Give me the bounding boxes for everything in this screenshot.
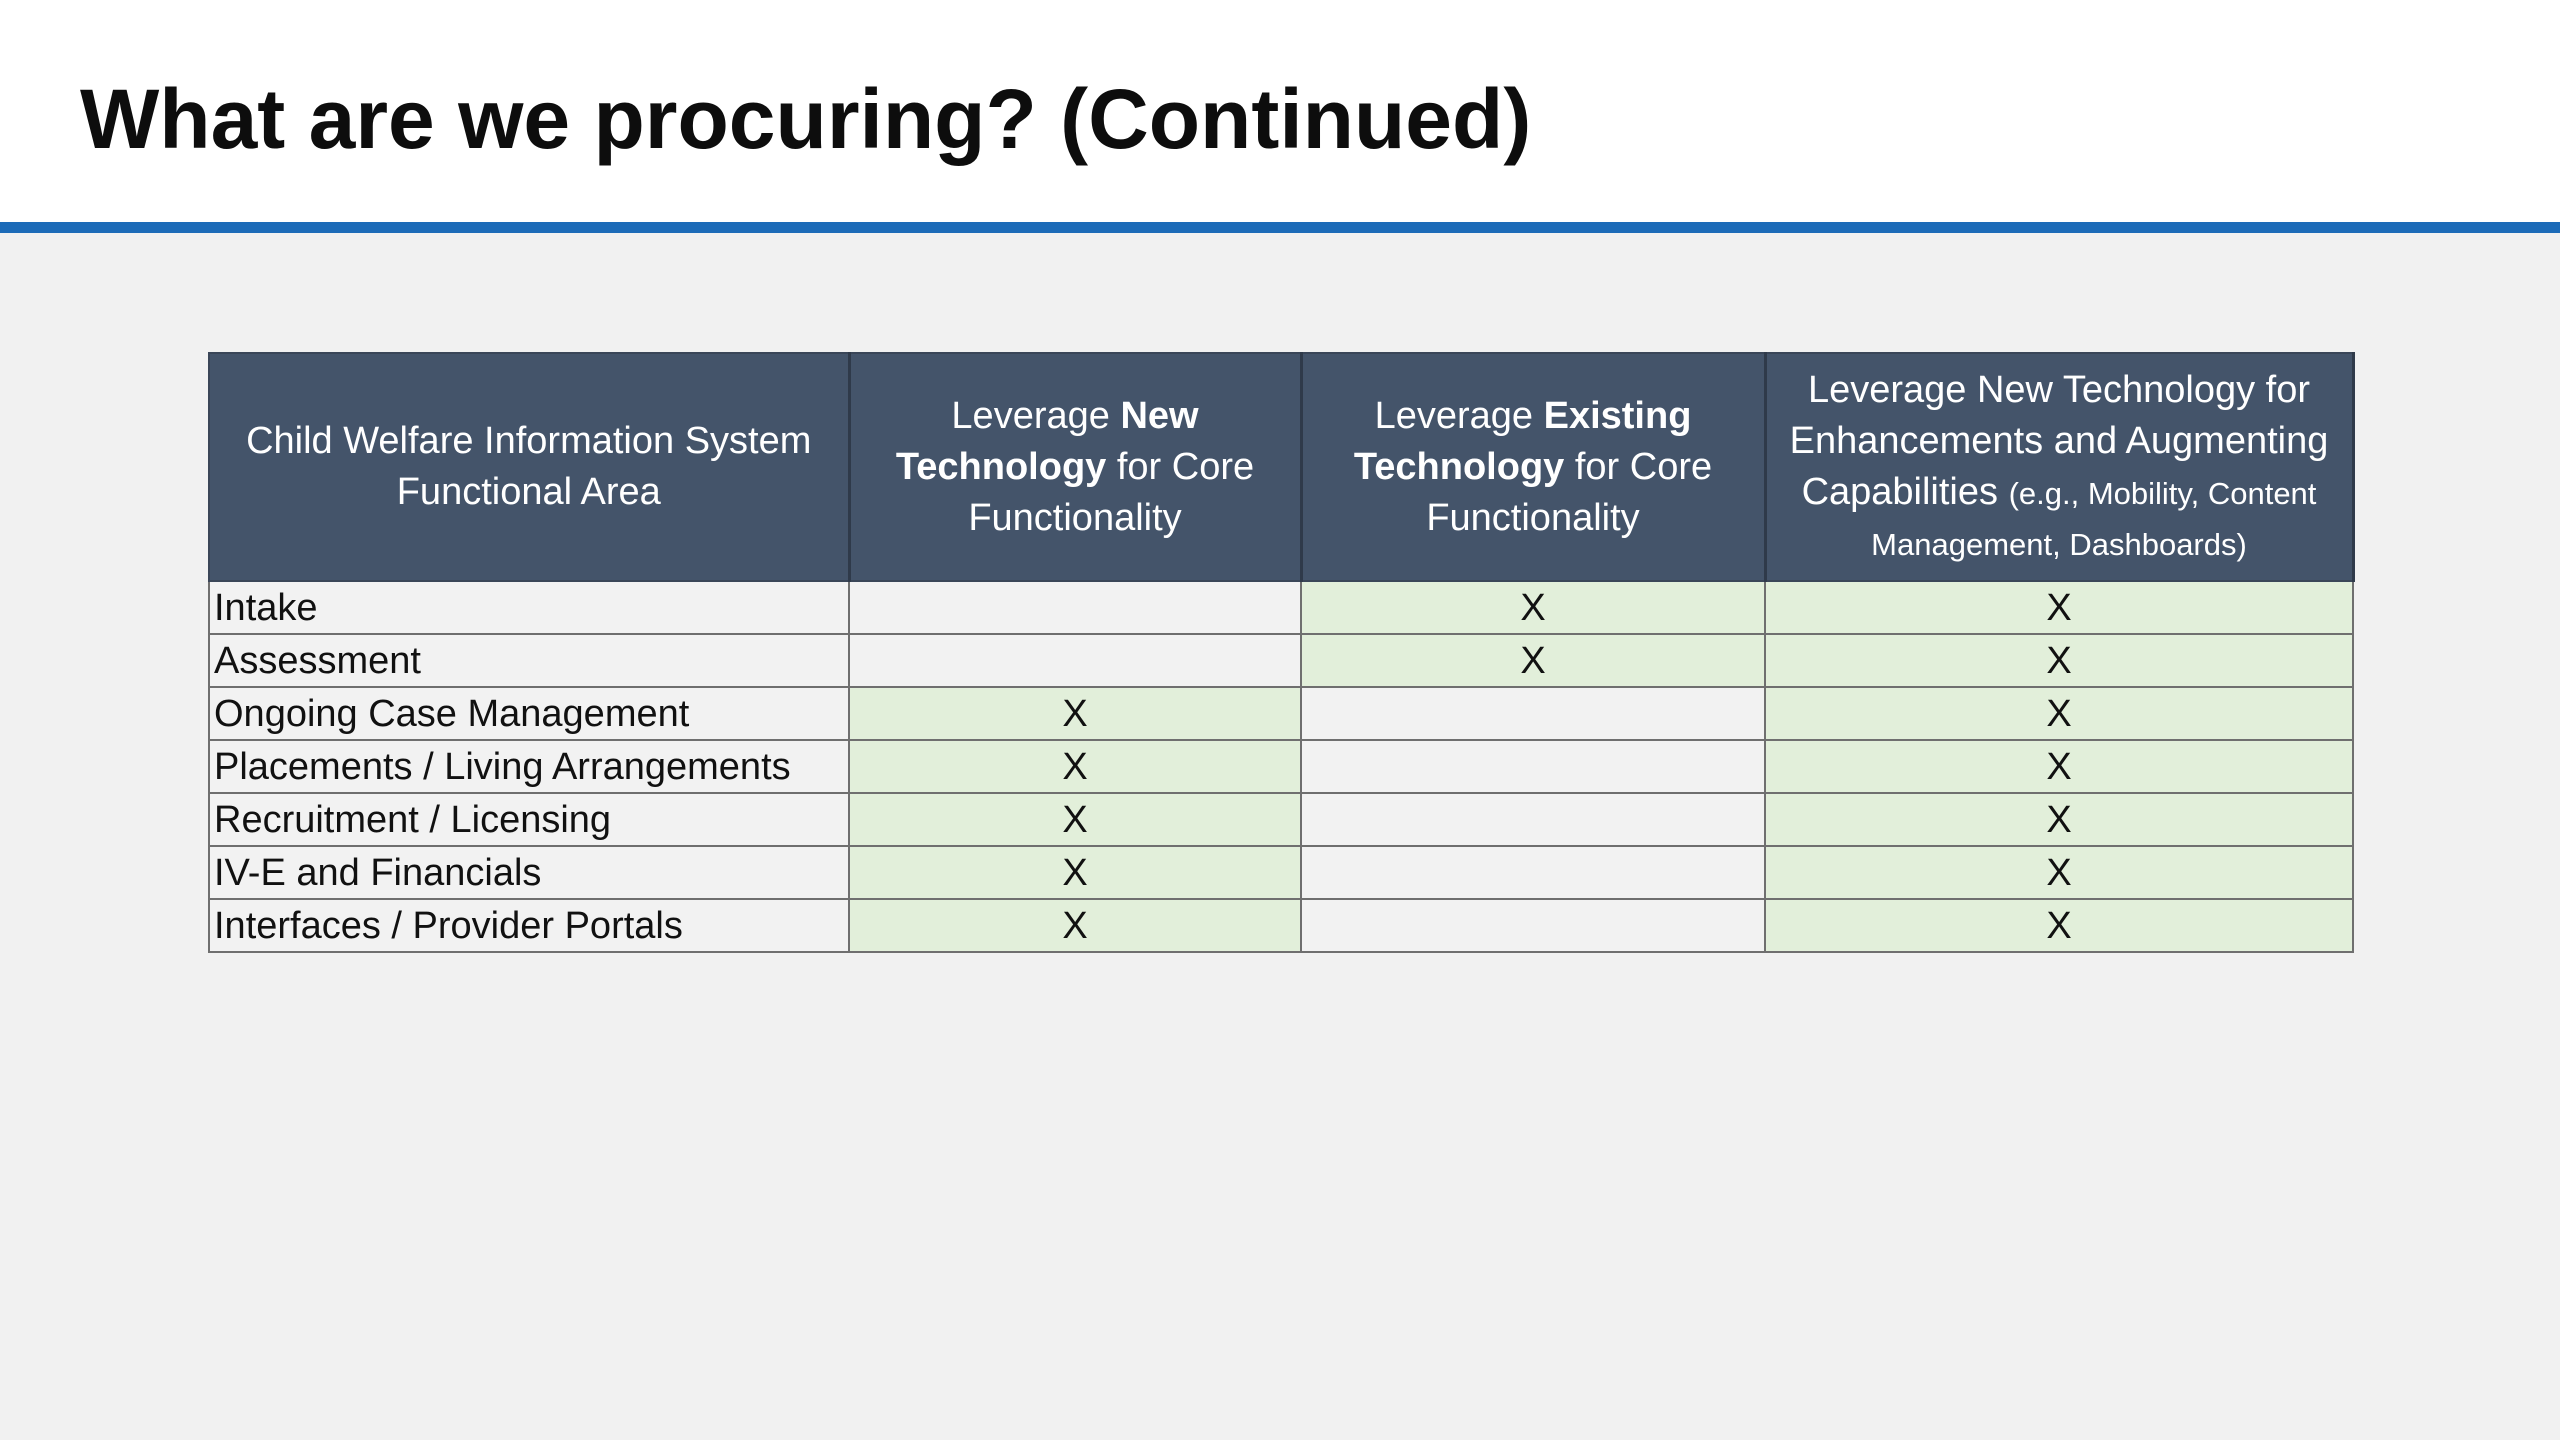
functional-area-cell: Placements / Living Arrangements: [208, 739, 850, 794]
mark-cell-enhancements: X: [1764, 898, 2354, 953]
table-row: Ongoing Case Management X X: [208, 686, 2354, 741]
header-existing-core-bold: Existing Technology: [1353, 394, 1692, 488]
mark-cell-new-core: [848, 580, 1302, 635]
header-new-core-pre: Leverage: [951, 394, 1121, 437]
mark-cell-existing-core: [1300, 898, 1766, 953]
header-enhancements-note: (e.g., Mobility, Content Management, Das…: [1871, 476, 2317, 562]
table-row: Interfaces / Provider Portals X X: [208, 898, 2354, 953]
header-new-core-post: for Core Functionality: [968, 445, 1255, 539]
procurement-table: Child Welfare Information System Functio…: [208, 352, 2355, 953]
table-header-row: Child Welfare Information System Functio…: [208, 352, 2355, 582]
mark-cell-new-core: [848, 633, 1302, 688]
table-row: Recruitment / Licensing X X: [208, 792, 2354, 847]
mark-cell-existing-core: X: [1300, 580, 1766, 635]
functional-area-cell: Ongoing Case Management: [208, 686, 850, 741]
functional-area-cell: Assessment: [208, 633, 850, 688]
mark-cell-existing-core: [1300, 739, 1766, 794]
title-band: What are we procuring? (Continued): [0, 0, 2560, 222]
header-enhancements-main: Leverage New Technology for Enhancements…: [1789, 369, 2329, 513]
slide-title: What are we procuring? (Continued): [80, 72, 1532, 166]
table-row: Assessment X X: [208, 633, 2354, 688]
functional-area-cell: Intake: [208, 580, 850, 635]
mark-cell-existing-core: [1300, 792, 1766, 847]
table-row: Placements / Living Arrangements X X: [208, 739, 2354, 794]
mark-cell-new-core: X: [848, 898, 1302, 953]
functional-area-cell: Recruitment / Licensing: [208, 792, 850, 847]
functional-area-cell: IV-E and Financials: [208, 845, 850, 900]
mark-cell-new-core: X: [848, 686, 1302, 741]
header-existing-core-post: for Core Functionality: [1426, 445, 1713, 539]
table-row: Intake X X: [208, 580, 2354, 635]
mark-cell-new-core: X: [848, 739, 1302, 794]
header-existing-core-pre: Leverage: [1374, 394, 1544, 437]
title-divider: [0, 222, 2560, 233]
mark-cell-existing-core: [1300, 686, 1766, 741]
header-enhancements: Leverage New Technology for Enhancements…: [1764, 352, 2355, 582]
mark-cell-enhancements: X: [1764, 845, 2354, 900]
mark-cell-new-core: X: [848, 845, 1302, 900]
mark-cell-enhancements: X: [1764, 739, 2354, 794]
mark-cell-new-core: X: [848, 792, 1302, 847]
functional-area-cell: Interfaces / Provider Portals: [208, 898, 850, 953]
table-row: IV-E and Financials X X: [208, 845, 2354, 900]
table-body: Intake X X Assessment X X Ongoing Case Managem…: [208, 580, 2354, 953]
header-functional-area: Child Welfare Information System Functio…: [208, 352, 851, 582]
header-existing-technology-core: Leverage Existing Technology for Core Fu…: [1300, 352, 1767, 582]
mark-cell-enhancements: X: [1764, 792, 2354, 847]
mark-cell-existing-core: X: [1300, 633, 1766, 688]
mark-cell-existing-core: [1300, 845, 1766, 900]
header-new-technology-core: Leverage New Technology for Core Functio…: [848, 352, 1303, 582]
mark-cell-enhancements: X: [1764, 633, 2354, 688]
mark-cell-enhancements: X: [1764, 686, 2354, 741]
mark-cell-enhancements: X: [1764, 580, 2354, 635]
header-new-core-bold: New Technology: [895, 394, 1199, 488]
